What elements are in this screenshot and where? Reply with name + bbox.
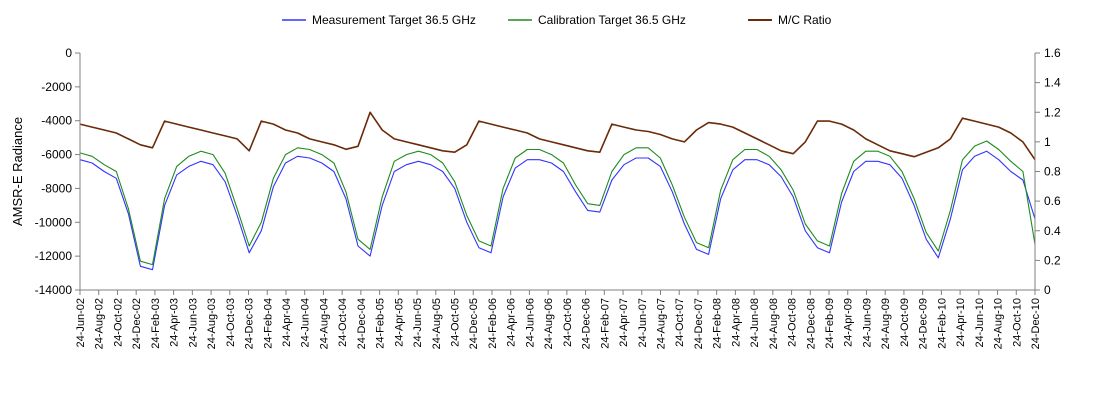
x-tick-label: 24-Apr-06 bbox=[506, 298, 518, 347]
x-tick-label: 24-Jun-05 bbox=[412, 298, 424, 348]
y2-tick-label: 1.4 bbox=[1044, 76, 1061, 90]
x-tick-label: 24-Dec-03 bbox=[244, 298, 256, 349]
x-tick-label: 24-Dec-06 bbox=[581, 298, 593, 349]
y-tick-label: -2000 bbox=[41, 80, 72, 94]
legend-label-2: M/C Ratio bbox=[778, 13, 832, 27]
x-tick-label: 24-Feb-04 bbox=[262, 298, 274, 349]
x-tick-label: 24-Oct-08 bbox=[787, 298, 799, 347]
y-tick-label: -4000 bbox=[41, 114, 72, 128]
x-tick-label: 24-Jun-08 bbox=[749, 298, 761, 348]
x-tick-label: 24-Feb-08 bbox=[712, 298, 724, 349]
axes-layer: 0 -2000 -4000 -6000 -8000 -10000 -12000 -14000 1… bbox=[35, 46, 1061, 349]
x-tick-label: 24-Apr-09 bbox=[843, 298, 855, 347]
x-tick-label: 24-Jun-06 bbox=[524, 298, 536, 348]
x-tick-label: 24-Apr-04 bbox=[281, 298, 293, 347]
x-tick-label: 24-Aug-06 bbox=[543, 298, 555, 349]
x-tick-label: 24-Apr-03 bbox=[169, 298, 181, 347]
x-tick-label: 24-Dec-04 bbox=[356, 298, 368, 349]
x-tick-label: 24-Dec-08 bbox=[805, 298, 817, 349]
x-tick-label: 24-Jun-02 bbox=[75, 298, 87, 348]
y-tick-label: -8000 bbox=[41, 181, 72, 195]
x-tick-label: 24-Dec-10 bbox=[1030, 298, 1042, 349]
x-tick-label: 24-Feb-10 bbox=[936, 298, 948, 349]
y2-tick-label: 0.6 bbox=[1044, 194, 1061, 208]
x-tick-label: 24-Dec-05 bbox=[468, 298, 480, 349]
y-axis-title: AMSR-E Radiance bbox=[10, 117, 25, 226]
y-tick-label: -12000 bbox=[35, 249, 73, 263]
x-tick-label: 24-Feb-06 bbox=[487, 298, 499, 349]
legend: Measurement Target 36.5 GHz Calibration T… bbox=[282, 13, 832, 27]
x-tick-label: 24-Aug-10 bbox=[993, 298, 1005, 349]
y-tick-label: -10000 bbox=[35, 215, 73, 229]
x-tick-label: 24-Apr-08 bbox=[730, 298, 742, 347]
x-tick-label: 24-Aug-04 bbox=[318, 298, 330, 349]
x-tick-label: 24-Apr-05 bbox=[393, 298, 405, 347]
x-tick-label: 24-Aug-02 bbox=[94, 298, 106, 349]
x-tick-label: 24-Feb-07 bbox=[599, 298, 611, 349]
x-tick-label: 24-Dec-09 bbox=[918, 298, 930, 349]
x-tick-label: 24-Oct-06 bbox=[562, 298, 574, 347]
y2-tick-label: 0 bbox=[1044, 283, 1051, 297]
x-tick-label: 24-Feb-03 bbox=[150, 298, 162, 349]
x-tick-label: 24-Feb-05 bbox=[375, 298, 387, 349]
x-tick-label: 24-Aug-05 bbox=[431, 298, 443, 349]
y2-tick-label: 0.2 bbox=[1044, 253, 1061, 267]
y2-tick-label: 1.2 bbox=[1044, 105, 1061, 119]
x-tick-label: 24-Oct-05 bbox=[450, 298, 462, 347]
y2-tick-label: 1 bbox=[1044, 135, 1051, 149]
x-tick-label: 24-Feb-09 bbox=[824, 298, 836, 349]
x-tick-label: 24-Oct-09 bbox=[899, 298, 911, 347]
y2-tick-label: 0.4 bbox=[1044, 224, 1061, 238]
x-tick-label: 24-Aug-03 bbox=[206, 298, 218, 349]
x-tick-label: 24-Jun-03 bbox=[187, 298, 199, 348]
x-tick-label: 24-Aug-08 bbox=[768, 298, 780, 349]
x-tick-label: 24-Oct-03 bbox=[225, 298, 237, 347]
y-tick-label: -14000 bbox=[35, 283, 73, 297]
x-tick-label: 24-Jun-07 bbox=[637, 298, 649, 348]
x-tick-label: 24-Jun-04 bbox=[300, 298, 312, 348]
y2-tick-label: 0.8 bbox=[1044, 165, 1061, 179]
x-tick-label: 24-Aug-07 bbox=[655, 298, 667, 349]
x-tick-label: 24-Jun-09 bbox=[861, 298, 873, 348]
series-layer bbox=[79, 111, 1036, 271]
y-tick-label: -6000 bbox=[41, 148, 72, 162]
x-tick-label: 24-Dec-02 bbox=[131, 298, 143, 349]
legend-label-0: Measurement Target 36.5 GHz bbox=[312, 13, 476, 27]
x-tick-label: 24-Oct-04 bbox=[337, 298, 349, 347]
series-line-1 bbox=[79, 140, 1036, 266]
y-tick-label: 0 bbox=[65, 46, 72, 60]
series-line-0 bbox=[79, 150, 1036, 271]
x-tick-label: 24-Aug-09 bbox=[880, 298, 892, 349]
x-tick-label: 24-Jun-10 bbox=[974, 298, 986, 348]
series-line-2 bbox=[79, 111, 1036, 161]
x-tick-label: 24-Oct-10 bbox=[1011, 298, 1023, 347]
x-tick-label: 24-Apr-10 bbox=[955, 298, 967, 347]
y2-tick-label: 1.6 bbox=[1044, 46, 1061, 60]
x-tick-label: 24-Oct-07 bbox=[674, 298, 686, 347]
x-tick-label: 24-Oct-02 bbox=[112, 298, 124, 347]
legend-label-1: Calibration Target 36.5 GHz bbox=[538, 13, 686, 27]
x-tick-label: 24-Dec-07 bbox=[693, 298, 705, 349]
x-tick-label: 24-Apr-07 bbox=[618, 298, 630, 347]
